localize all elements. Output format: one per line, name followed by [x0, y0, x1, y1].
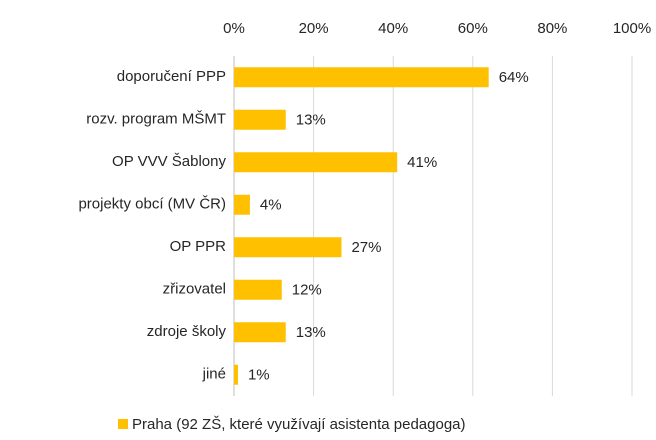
- bar: [234, 67, 489, 88]
- x-tick-label: 20%: [299, 20, 329, 37]
- data-label: 64%: [499, 69, 529, 86]
- data-label: 27%: [351, 239, 381, 256]
- y-tick-label: OP PPR: [170, 238, 227, 255]
- legend-swatch: [118, 419, 128, 429]
- bar: [234, 194, 250, 215]
- bar: [234, 364, 238, 385]
- bar: [234, 237, 342, 258]
- bar: [234, 322, 286, 343]
- y-tick-label: jiné: [202, 366, 226, 383]
- y-tick-label: zdroje školy: [147, 323, 227, 340]
- x-tick-label: 80%: [537, 20, 567, 37]
- x-tick-label: 0%: [223, 20, 245, 37]
- bar: [234, 279, 282, 300]
- y-tick-label: rozv. program MŠMT: [86, 111, 226, 128]
- y-tick-label: zřizovatel: [163, 281, 226, 298]
- data-label: 13%: [296, 112, 326, 129]
- legend-label: Praha (92 ZŠ, které využívají asistenta …: [132, 416, 466, 433]
- bar: [234, 109, 286, 130]
- data-label: 41%: [407, 154, 437, 171]
- data-label: 4%: [260, 197, 282, 214]
- data-label: 13%: [296, 324, 326, 341]
- data-label: 12%: [292, 282, 322, 299]
- bar: [234, 152, 398, 173]
- data-label: 1%: [248, 367, 270, 384]
- y-tick-label: OP VVV Šablony: [112, 153, 226, 170]
- x-tick-label: 100%: [613, 20, 651, 37]
- y-tick-label: projekty obcí (MV ČR): [78, 196, 226, 213]
- y-tick-label: doporučení PPP: [117, 68, 226, 85]
- x-tick-label: 40%: [378, 20, 408, 37]
- x-tick-label: 60%: [458, 20, 488, 37]
